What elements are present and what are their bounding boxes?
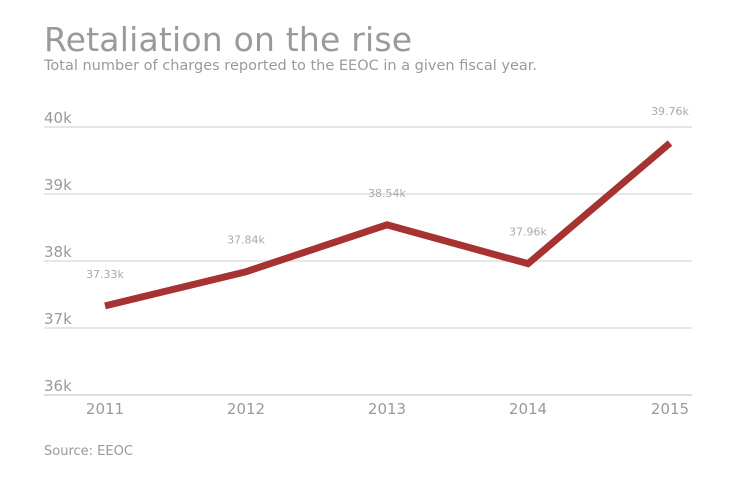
data-label: 37.33k <box>86 268 124 281</box>
x-tick-label: 2014 <box>509 400 547 418</box>
y-tick-label: 36k <box>44 377 72 395</box>
data-label: 38.54k <box>368 187 406 200</box>
y-tick-label: 40k <box>44 109 72 127</box>
x-tick-label: 2015 <box>651 400 689 418</box>
x-tick-label: 2011 <box>86 400 124 418</box>
y-tick-label: 38k <box>44 243 72 261</box>
chart-source: Source: EEOC <box>44 444 133 459</box>
y-tick-label: 37k <box>44 310 72 328</box>
chart-subtitle: Total number of charges reported to the … <box>44 58 538 74</box>
data-label: 39.76k <box>651 105 689 118</box>
data-label: 37.96k <box>509 226 547 239</box>
series-line <box>104 140 673 310</box>
y-tick-label: 39k <box>44 176 72 194</box>
x-tick-label: 2013 <box>368 400 406 418</box>
chart-title: Retaliation on the rise <box>44 20 413 59</box>
data-label: 37.84k <box>227 234 265 247</box>
x-tick-label: 2012 <box>227 400 265 418</box>
